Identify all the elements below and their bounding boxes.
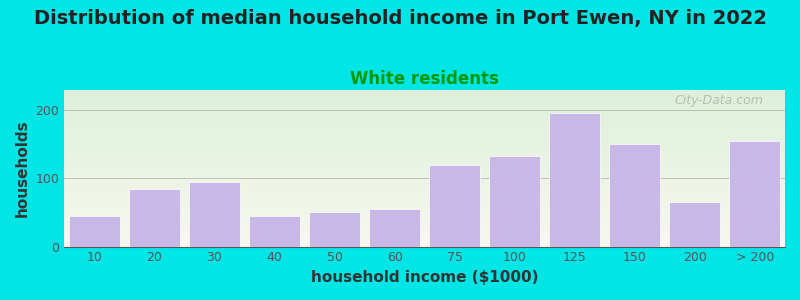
Bar xyxy=(550,113,600,247)
Bar xyxy=(309,212,360,247)
Title: White residents: White residents xyxy=(350,70,499,88)
Bar xyxy=(730,141,781,247)
Y-axis label: households: households xyxy=(15,119,30,217)
Bar xyxy=(610,144,660,247)
Text: City-Data.com: City-Data.com xyxy=(674,94,763,107)
Bar xyxy=(670,202,721,247)
Bar xyxy=(129,189,180,247)
Text: Distribution of median household income in Port Ewen, NY in 2022: Distribution of median household income … xyxy=(34,9,766,28)
Bar xyxy=(369,209,420,247)
Bar xyxy=(249,216,300,247)
Bar xyxy=(69,216,120,247)
Bar xyxy=(189,182,240,247)
Bar xyxy=(490,157,540,247)
X-axis label: household income ($1000): household income ($1000) xyxy=(311,270,538,285)
Bar xyxy=(429,165,480,247)
